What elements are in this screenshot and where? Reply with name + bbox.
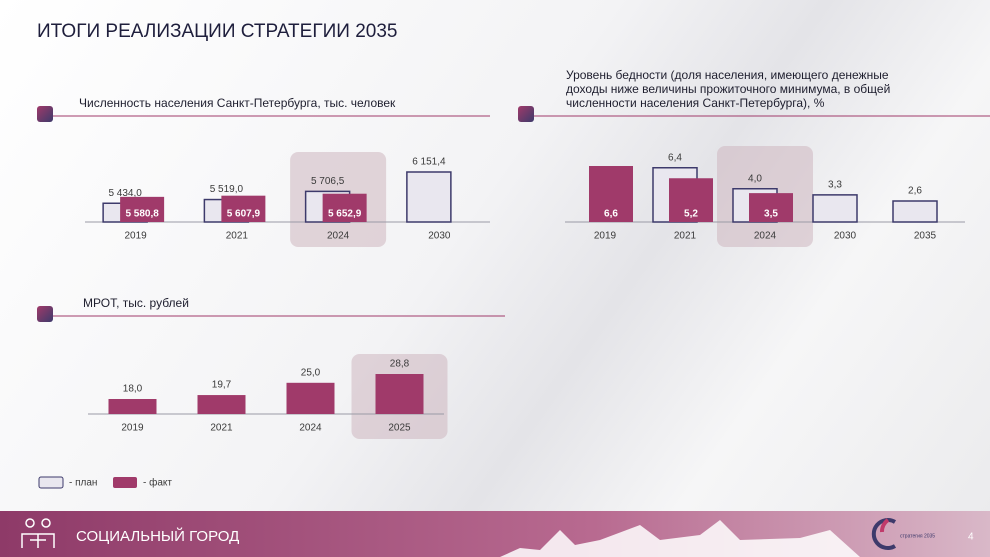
bar — [375, 374, 424, 414]
data-label: 28,8 — [390, 359, 410, 370]
bar — [197, 395, 246, 414]
bar — [812, 194, 858, 223]
bar — [406, 171, 452, 223]
page-number: 4 — [968, 532, 974, 543]
legend-swatch — [113, 477, 137, 488]
x-tick-label: 2030 — [834, 231, 857, 242]
data-label: 19,7 — [212, 380, 232, 391]
bar — [322, 193, 367, 222]
section-icon — [37, 106, 53, 122]
bar — [892, 200, 938, 223]
data-label: 5 580,8 — [125, 209, 159, 220]
data-label: 5 652,9 — [328, 209, 362, 220]
x-tick-label: 2035 — [914, 231, 937, 242]
chart-title: Уровень бедности (доля населения, имеюще… — [566, 68, 891, 110]
x-tick-label: 2021 — [674, 231, 697, 242]
skyline — [500, 520, 860, 557]
section-icon — [518, 106, 534, 122]
footer-icon — [21, 518, 55, 548]
data-label: 6,4 — [668, 152, 682, 163]
data-label: 25,0 — [301, 367, 321, 378]
data-label: 3,5 — [764, 209, 778, 220]
bar — [286, 382, 335, 414]
x-tick-label: 2024 — [754, 231, 777, 242]
bar — [669, 178, 713, 222]
bar — [120, 196, 165, 222]
data-label: 5 607,9 — [227, 209, 261, 220]
data-label: 6 151,4 — [412, 157, 446, 168]
bar — [108, 399, 157, 414]
data-label: 5 519,0 — [210, 184, 244, 195]
bar — [749, 193, 793, 222]
footer-section: СОЦИАЛЬНЫЙ ГОРОД — [76, 527, 239, 545]
chart-title: МРОТ, тыс. рублей — [83, 296, 189, 310]
data-label: 5 434,0 — [108, 188, 142, 199]
x-tick-label: 2024 — [327, 231, 350, 242]
data-label: 18,0 — [123, 384, 143, 395]
section-icon — [37, 306, 53, 322]
bar — [589, 166, 633, 222]
logo-mark — [880, 518, 890, 533]
data-label: 5 706,5 — [311, 176, 345, 187]
x-tick-label: 2019 — [125, 231, 148, 242]
data-label: 4,0 — [748, 173, 762, 184]
x-tick-label: 2030 — [428, 231, 451, 242]
data-label: 3,3 — [828, 180, 842, 191]
x-tick-label: 2019 — [121, 423, 144, 434]
data-label: 6,6 — [604, 209, 618, 220]
logo-text: стратегия 2035 — [900, 533, 935, 539]
x-tick-label: 2024 — [299, 423, 322, 434]
x-tick-label: 2019 — [594, 231, 617, 242]
legend-label: - план — [69, 478, 97, 489]
chart-title: Численность населения Санкт-Петербурга, … — [79, 96, 396, 110]
x-tick-label: 2025 — [388, 423, 411, 434]
x-tick-label: 2021 — [226, 231, 249, 242]
bar — [221, 195, 266, 222]
legend-swatch — [38, 476, 64, 489]
x-tick-label: 2021 — [210, 423, 233, 434]
legend-label: - факт — [143, 477, 172, 489]
data-label: 2,6 — [908, 186, 922, 197]
page-title: ИТОГИ РЕАЛИЗАЦИИ СТРАТЕГИИ 2035 — [37, 21, 397, 42]
data-label: 5,2 — [684, 209, 698, 220]
